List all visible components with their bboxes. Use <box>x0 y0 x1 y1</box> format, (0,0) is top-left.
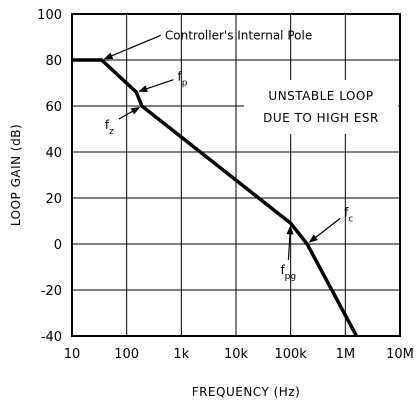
annotation-subscript: c <box>348 214 353 224</box>
annotation-fz: fz <box>105 107 141 137</box>
annotation-pole: Controller's Internal Pole <box>103 28 312 60</box>
tick-labels: 10 100 1k 10k 100k 1M 10M 100 80 60 40 20 0 -20 -40 <box>37 8 414 362</box>
x-tick-label: 10k <box>224 347 249 362</box>
annotation-label: fz <box>105 118 114 137</box>
annotation-label: fp <box>177 70 187 89</box>
x-tick-label: 10M <box>386 347 414 362</box>
text-box: UNSTABLE LOOP DUE TO HIGH ESR <box>244 80 398 134</box>
y-tick-label: -40 <box>41 330 62 345</box>
annotation-arrow-line <box>118 109 136 120</box>
annotation-arrow-line <box>108 34 162 58</box>
annotation-arrowhead <box>138 85 148 92</box>
y-tick-label: -20 <box>41 284 62 299</box>
grid-lines <box>72 14 400 336</box>
annotation-label: fc <box>344 205 353 224</box>
annotation-fp: fp <box>138 70 188 92</box>
plot-frame <box>71 13 401 337</box>
x-tick-label: 100k <box>274 347 307 362</box>
annotation-label: Controller's Internal Pole <box>165 28 312 42</box>
loop-gain-line <box>72 58 359 337</box>
x-tick-label: 10 <box>64 347 81 362</box>
annotation-arrowhead <box>308 234 318 243</box>
y-tick-label: 40 <box>45 146 62 161</box>
y-tick-label: 60 <box>45 100 62 115</box>
annotation-label: fpg <box>280 263 296 282</box>
x-tick-label: 1M <box>336 347 356 362</box>
y-tick-label: 0 <box>54 238 62 253</box>
annotation-fpg: fpg <box>280 225 296 282</box>
y-tick-label: 100 <box>37 8 62 23</box>
y-tick-label: 20 <box>45 192 62 207</box>
annotation-subscript: p <box>182 79 188 89</box>
annotation-arrowhead <box>103 52 114 60</box>
annotation-arrow-line <box>143 79 174 91</box>
text-box-line: UNSTABLE LOOP <box>268 89 373 103</box>
series-lines <box>72 58 359 337</box>
text-box-line: DUE TO HIGH ESR <box>263 111 379 125</box>
annotation-subscript: pg <box>285 272 296 282</box>
x-tick-label: 100 <box>114 347 139 362</box>
x-tick-label: 1k <box>173 347 189 362</box>
y-tick-label: 80 <box>45 54 62 69</box>
x-axis-label: FREQUENCY (Hz) <box>192 385 301 399</box>
text-box-background <box>244 80 398 134</box>
annotation-fc: fc <box>308 205 353 243</box>
annotation-arrowhead <box>130 107 141 115</box>
annotation-arrowhead <box>286 225 294 235</box>
annotation-arrow-line <box>287 231 291 260</box>
annotation-subscript: z <box>109 127 114 137</box>
annotation-arrow-line <box>313 217 341 240</box>
y-axis-label: LOOP GAIN (dB) <box>9 124 23 226</box>
